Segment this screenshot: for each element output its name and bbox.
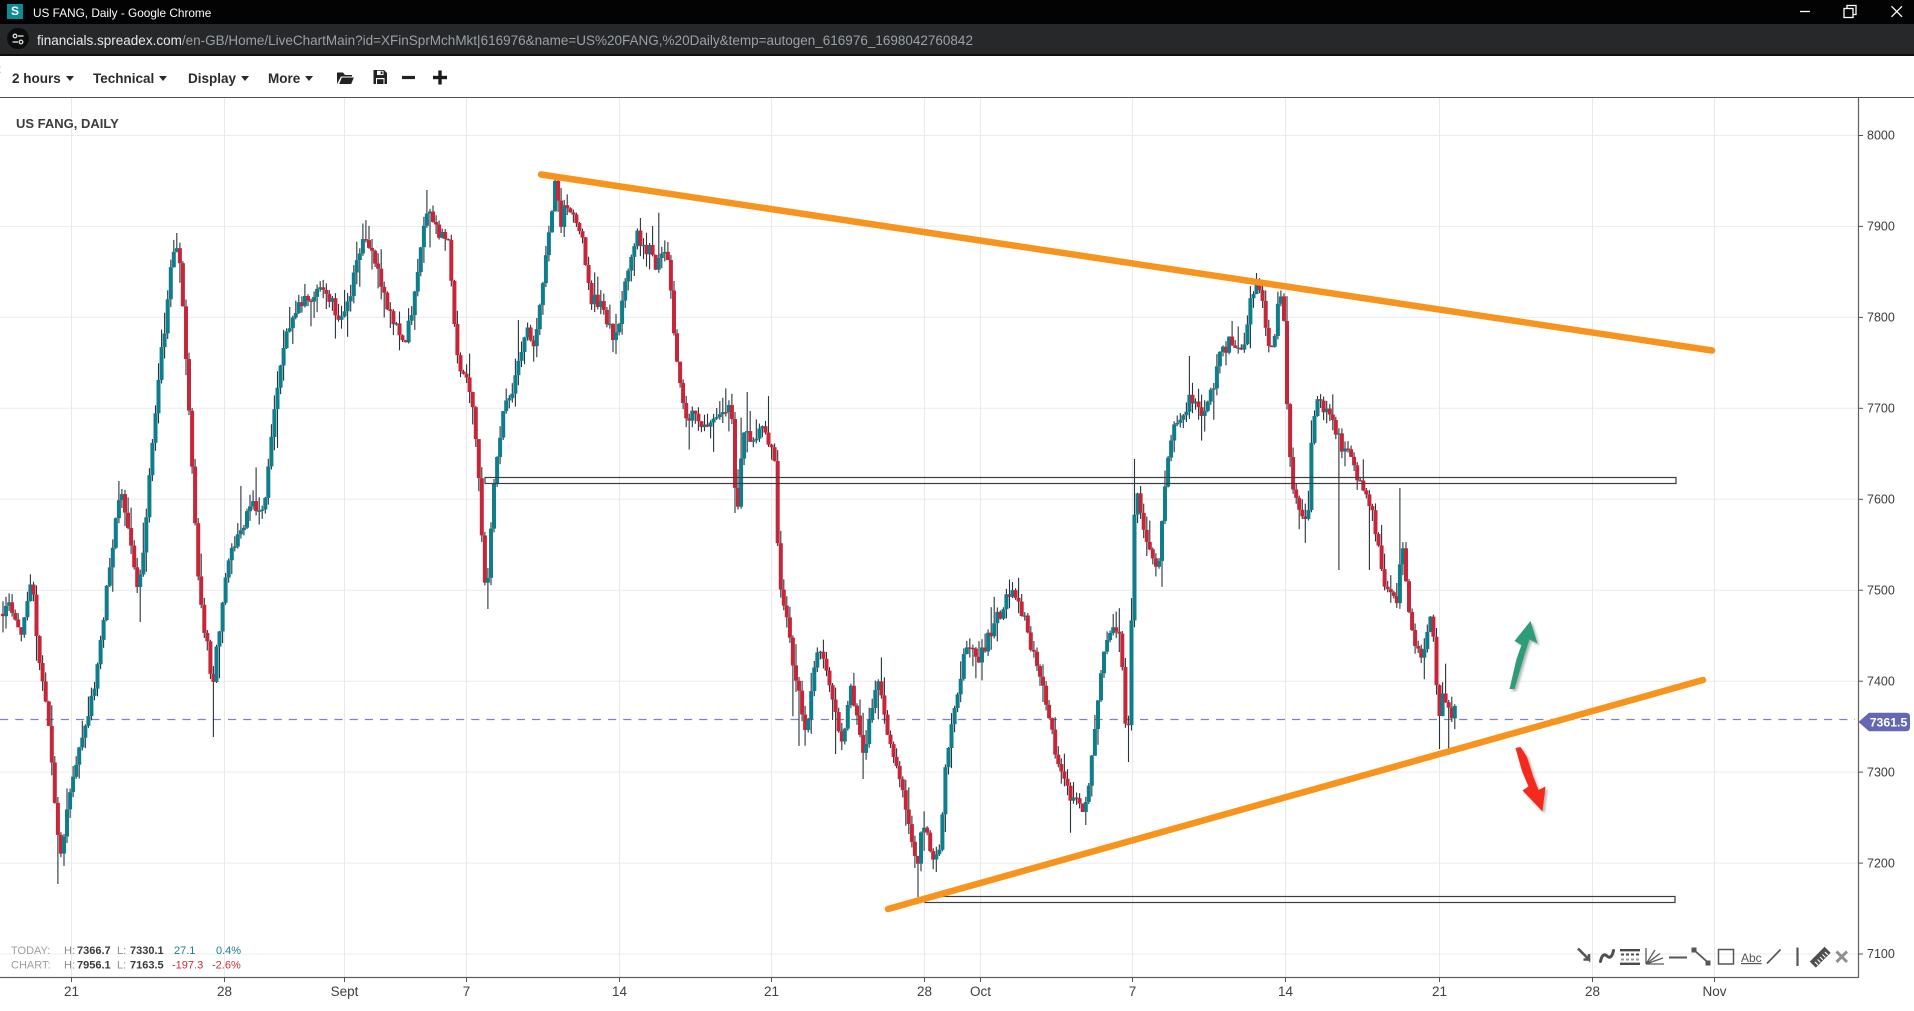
- svg-text:7700: 7700: [1867, 402, 1895, 416]
- svg-text:7300: 7300: [1867, 765, 1895, 779]
- svg-text:7500: 7500: [1867, 583, 1895, 597]
- svg-text:21: 21: [64, 984, 79, 999]
- svg-text:27.1: 27.1: [174, 945, 195, 957]
- svg-text:7800: 7800: [1867, 311, 1895, 325]
- svg-text:H:: H:: [64, 945, 75, 957]
- svg-text:7163.5: 7163.5: [130, 960, 164, 972]
- svg-text:7400: 7400: [1867, 674, 1895, 688]
- svg-text:7361.5: 7361.5: [1870, 716, 1908, 730]
- svg-text:7: 7: [1129, 984, 1137, 999]
- svg-text:14: 14: [612, 984, 628, 999]
- svg-text:7200: 7200: [1867, 856, 1895, 870]
- svg-text:-2.6%: -2.6%: [212, 960, 241, 972]
- svg-text:21: 21: [764, 984, 779, 999]
- svg-text:CHART:: CHART:: [11, 960, 51, 972]
- svg-text:L:: L:: [117, 945, 126, 957]
- svg-text:28: 28: [917, 984, 932, 999]
- svg-text:L:: L:: [117, 960, 126, 972]
- svg-text:TODAY:: TODAY:: [11, 945, 50, 957]
- svg-text:28: 28: [217, 984, 232, 999]
- svg-text:Sept: Sept: [331, 984, 359, 999]
- svg-text:H:: H:: [64, 960, 75, 972]
- svg-text:7100: 7100: [1867, 947, 1895, 961]
- svg-text:7366.7: 7366.7: [77, 945, 111, 957]
- svg-text:7330.1: 7330.1: [130, 945, 164, 957]
- svg-text:7: 7: [463, 984, 471, 999]
- svg-text:Nov: Nov: [1702, 984, 1726, 999]
- svg-text:US FANG, DAILY: US FANG, DAILY: [16, 116, 119, 131]
- svg-text:0.4%: 0.4%: [216, 945, 241, 957]
- svg-text:Abc: Abc: [1741, 951, 1762, 965]
- svg-text:8000: 8000: [1867, 129, 1895, 143]
- svg-text:-197.3: -197.3: [172, 960, 203, 972]
- svg-text:14: 14: [1278, 984, 1294, 999]
- svg-text:21: 21: [1432, 984, 1447, 999]
- svg-text:7600: 7600: [1867, 493, 1895, 507]
- svg-text:28: 28: [1585, 984, 1600, 999]
- svg-text:7900: 7900: [1867, 220, 1895, 234]
- svg-text:7956.1: 7956.1: [77, 960, 111, 972]
- svg-text:Oct: Oct: [970, 984, 991, 999]
